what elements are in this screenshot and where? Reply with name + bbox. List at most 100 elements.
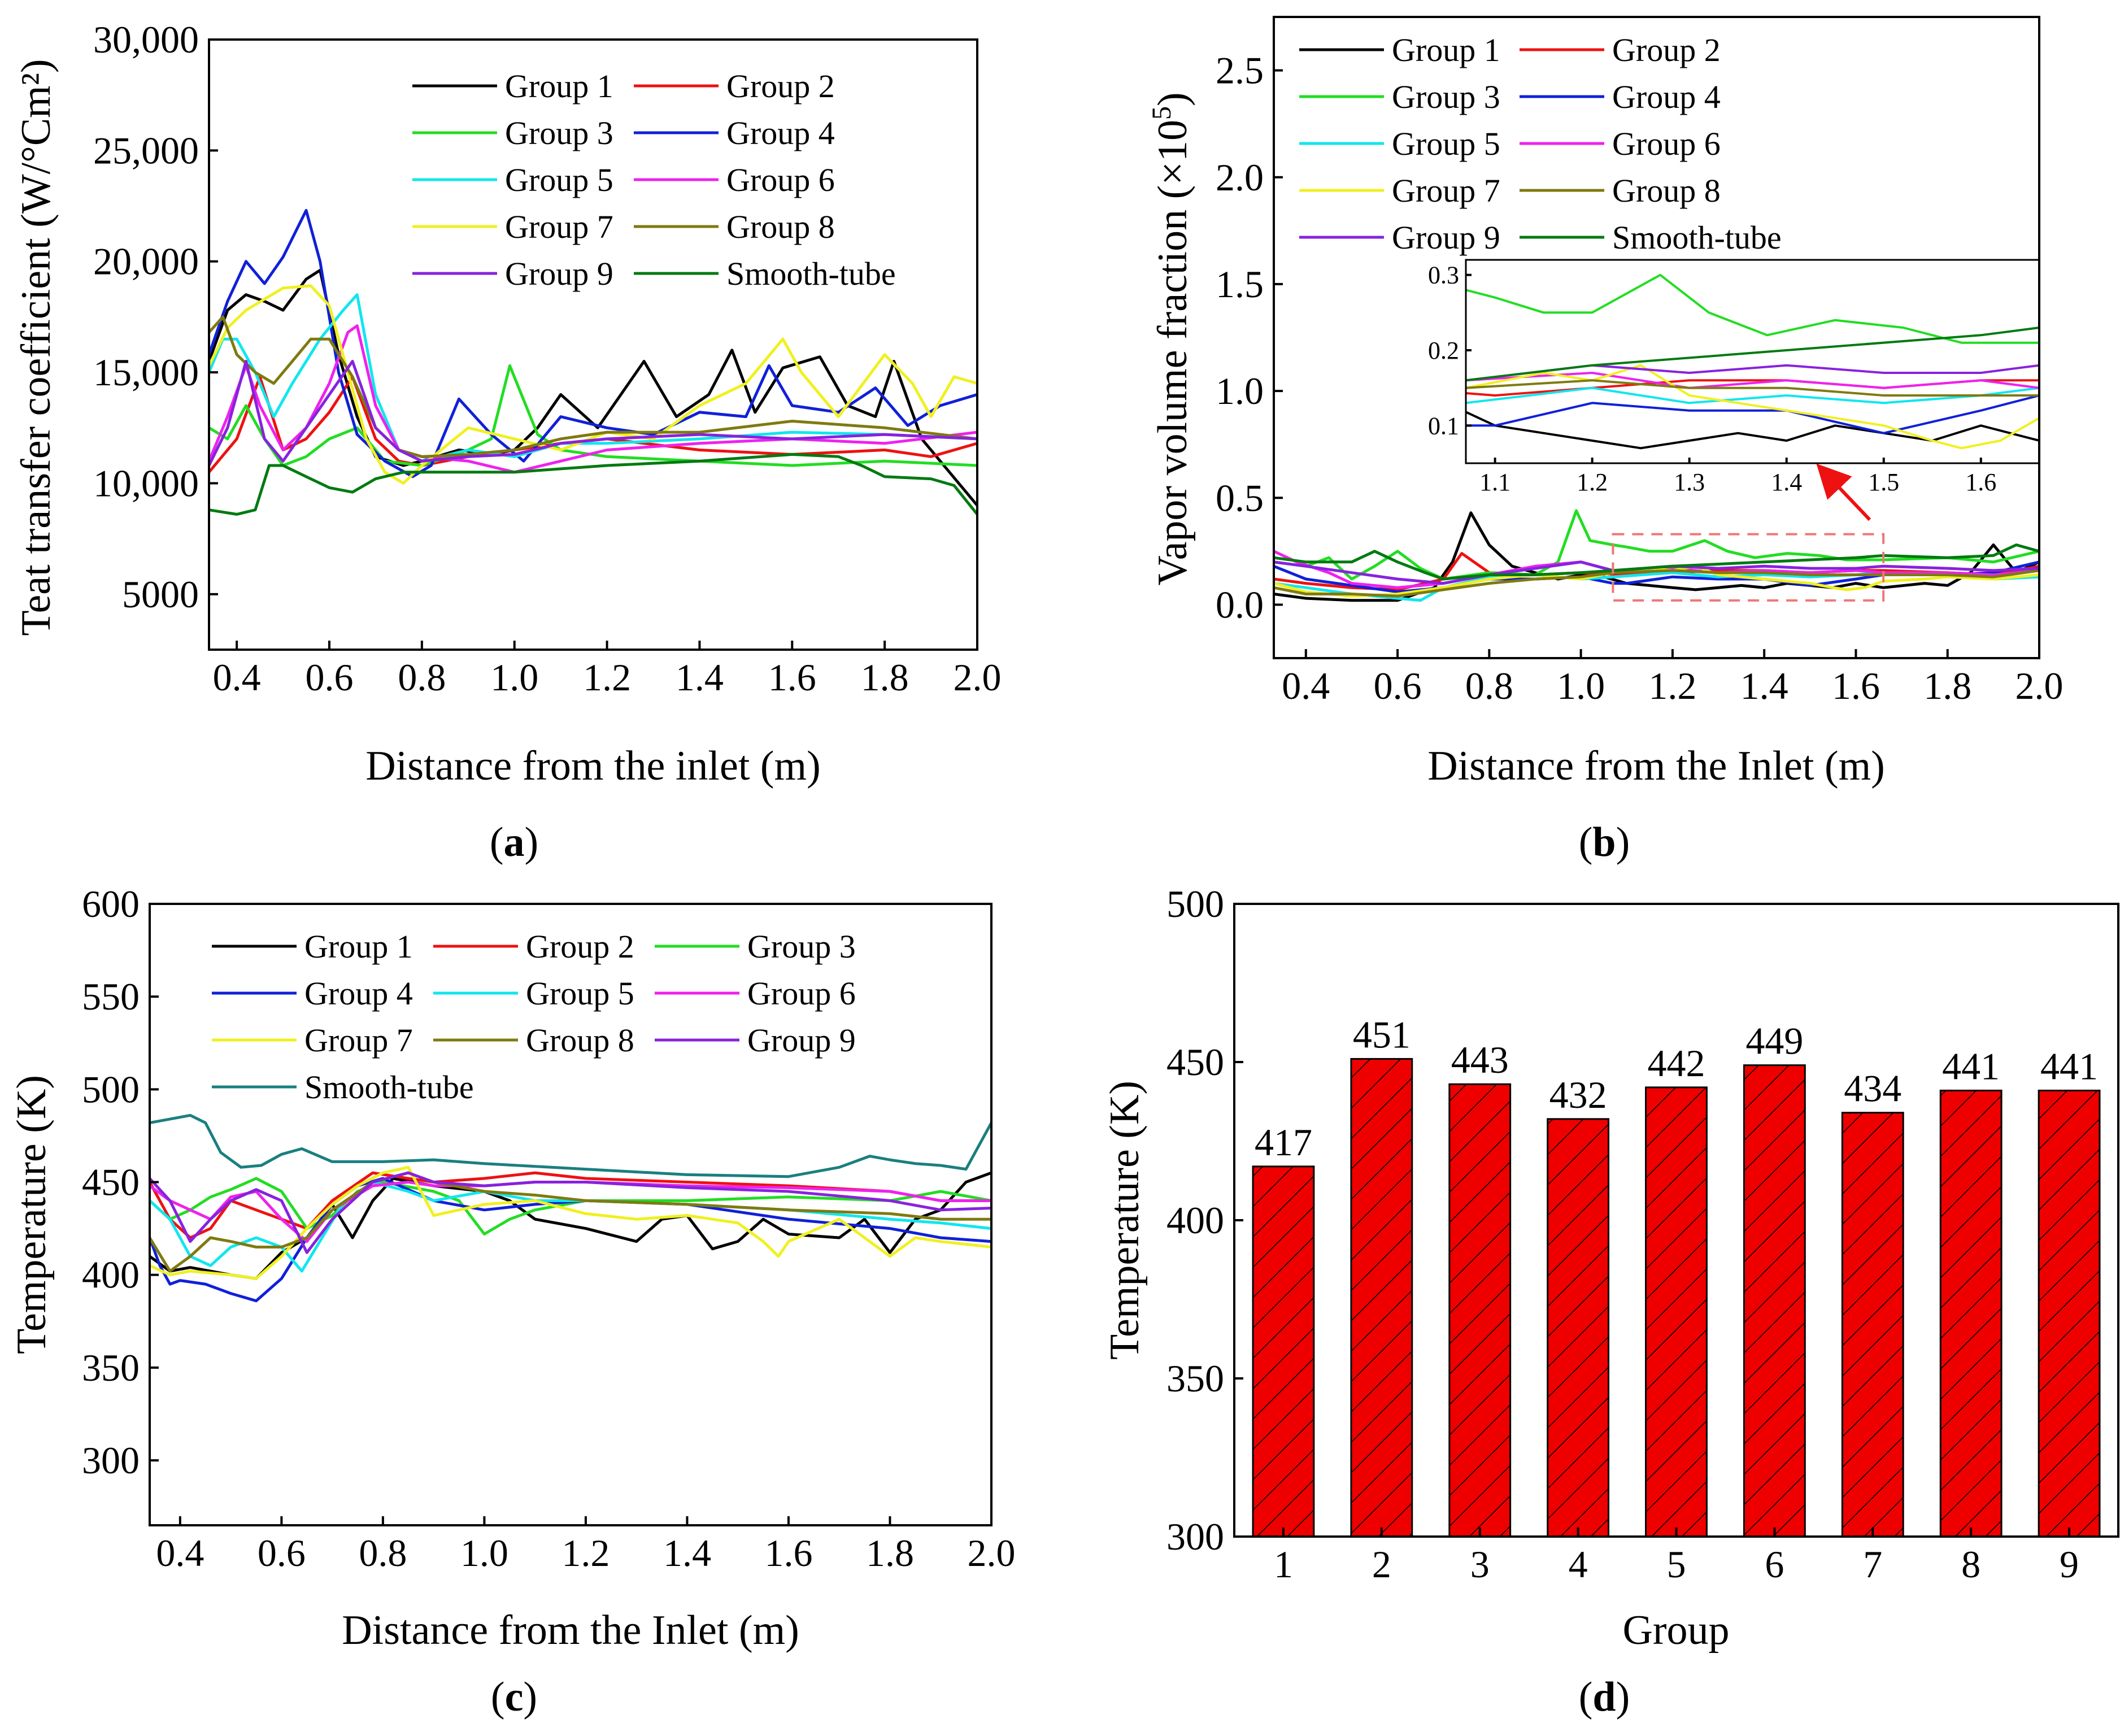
- x-tick-label: 1.6: [1832, 664, 1880, 707]
- legend-label-smooth-tube: Smooth-tube: [726, 255, 896, 292]
- x-tick-label: 1: [1274, 1543, 1293, 1586]
- bar-group-2: [1350, 1058, 1413, 1538]
- x-tick-label: 1.8: [861, 656, 909, 699]
- chart-b-xlabel: Distance from the Inlet (m): [1427, 743, 1885, 789]
- bar-group-7: [1841, 1112, 1904, 1538]
- inset-x-tick-label: 1.3: [1674, 468, 1705, 496]
- y-tick-label: 15,000: [93, 351, 199, 394]
- x-tick-label: 0.6: [258, 1531, 306, 1574]
- legend-label-group-9: Group 9: [1392, 219, 1500, 256]
- panel-label-a: (a): [490, 819, 538, 865]
- chart-b-ticks: 0.4 0.6 0.8 1.0 1.2 1.4 1.6 1.8 2.0 0.0 0.5 1.0 1.5 2…: [1216, 49, 2064, 707]
- x-tick-label: 1.2: [1648, 664, 1696, 707]
- chart-a-ylabel: Teat transfer coefficient (W/°Cm²): [13, 59, 59, 636]
- bar-group-3: [1448, 1083, 1512, 1538]
- x-tick-label: 7: [1863, 1543, 1882, 1586]
- x-tick-label: 0.4: [156, 1531, 204, 1574]
- x-tick-label: 1.6: [768, 656, 816, 699]
- x-tick-label: 5: [1667, 1543, 1686, 1586]
- x-tick-label: 0.6: [306, 656, 354, 699]
- y-tick-label: 30,000: [93, 18, 199, 61]
- series-line-group-9: [150, 1171, 991, 1254]
- bar-value-label: 442: [1648, 1042, 1705, 1085]
- inset-x-tick-label: 1.4: [1771, 468, 1802, 496]
- legend-label-group-6: Group 6: [726, 162, 835, 198]
- inset-x-tick-label: 1.2: [1577, 468, 1608, 496]
- chart-b-ylabel: Vapor volume fraction (×105): [1147, 92, 1196, 585]
- y-tick-label: 1.5: [1216, 263, 1264, 306]
- chart-b-inset-series: [1466, 273, 2039, 450]
- legend-label-group-7: Group 7: [304, 1022, 413, 1059]
- x-tick-label: 2.0: [968, 1531, 1016, 1574]
- series-line-smooth-tube: [150, 1113, 991, 1178]
- x-tick-label: 0.8: [398, 656, 446, 699]
- legend-label-smooth-tube: Smooth-tube: [304, 1069, 474, 1106]
- bar-group-4: [1547, 1118, 1610, 1538]
- x-tick-label: 0.4: [213, 656, 261, 699]
- x-tick-label: 0.6: [1374, 664, 1422, 707]
- x-tick-label: 1.8: [866, 1531, 914, 1574]
- x-tick-label: 2.0: [954, 656, 1002, 699]
- x-tick-label: 0.8: [359, 1531, 407, 1574]
- bar-value-label: 449: [1745, 1020, 1803, 1063]
- x-tick-label: 8: [1961, 1543, 1980, 1586]
- y-tick-label: 2.5: [1216, 49, 1264, 92]
- y-tick-label: 400: [1166, 1199, 1224, 1242]
- y-tick-label: 5000: [122, 573, 199, 616]
- chart-a-ticks: 0.4 0.6 0.8 1.0 1.2 1.4 1.6 1.8 2.0 5000 10,000 15,…: [93, 18, 1002, 699]
- chart-c-frame: [149, 903, 992, 1526]
- series-line-group-7: [150, 1165, 991, 1280]
- legend-label-group-9: Group 9: [747, 1022, 856, 1059]
- bar-value-label: 432: [1549, 1073, 1607, 1116]
- chart-b-frame: [1273, 16, 2040, 659]
- chart-b-inset-frame: [1465, 259, 2040, 464]
- chart-a-xlabel: Distance from the inlet (m): [365, 743, 821, 789]
- series-line-group-6: [209, 324, 977, 474]
- x-tick-label: 9: [2060, 1543, 2079, 1586]
- legend-label-group-3: Group 3: [1392, 79, 1500, 115]
- legend-label-group-6: Group 6: [747, 975, 856, 1012]
- series-line-group-3: [150, 1177, 991, 1235]
- x-tick-label: 1.2: [561, 1531, 610, 1574]
- series-line-group-2: [1466, 379, 2039, 397]
- legend-label-group-1: Group 1: [505, 68, 613, 105]
- x-tick-label: 1.2: [583, 656, 631, 699]
- x-tick-label: 6: [1765, 1543, 1784, 1586]
- chart-d-ticks: 1 2 3 4 5 6 7 8 9 300 350 400 450 500: [1166, 882, 2079, 1586]
- chart-a-legend: Group 1 Group 2 Group 3 Group 4 Group 5 Group…: [412, 68, 896, 292]
- panel-label-b: (b): [1579, 819, 1630, 865]
- y-tick-label: 10,000: [93, 462, 199, 504]
- bar-value-label: 441: [2040, 1045, 2098, 1087]
- y-tick-label: 1.0: [1216, 369, 1264, 412]
- chart-c: Group 1 Group 2 Group 3 Group 4 Group 5 Group…: [8, 882, 1016, 1654]
- y-tick-label: 2.0: [1216, 156, 1264, 199]
- inset-x-tick-label: 1.6: [1965, 468, 1996, 496]
- legend-label-group-7: Group 7: [505, 208, 613, 245]
- x-tick-label: 3: [1470, 1543, 1490, 1586]
- x-tick-label: 2.0: [2015, 664, 2064, 707]
- series-line-group-9: [209, 360, 977, 467]
- legend-label-group-8: Group 8: [726, 208, 835, 245]
- legend-label-group-3: Group 3: [747, 928, 856, 965]
- y-tick-label: 0.5: [1216, 476, 1264, 519]
- x-tick-label: 0.8: [1465, 664, 1513, 707]
- series-line-group-8: [1466, 379, 2039, 397]
- legend-label-group-2: Group 2: [726, 68, 835, 105]
- legend-label-group-8: Group 8: [526, 1022, 634, 1059]
- chart-b-inset: 1.1 1.2 1.3 1.4 1.5 1.6 0.1 0.2 0.3: [1428, 259, 2040, 496]
- legend-label-group-5: Group 5: [526, 975, 634, 1012]
- legend-label-group-3: Group 3: [505, 115, 613, 151]
- y-tick-label: 350: [1166, 1357, 1224, 1400]
- y-tick-label: 500: [1166, 882, 1224, 925]
- x-tick-label: 1.0: [490, 656, 538, 699]
- y-tick-label: 550: [82, 975, 140, 1018]
- bar-value-label: 441: [1942, 1045, 2000, 1087]
- x-tick-label: 4: [1569, 1543, 1588, 1586]
- series-line-group-1: [209, 268, 977, 507]
- chart-a: Group 1 Group 2 Group 3 Group 4 Group 5 Group…: [13, 18, 1002, 789]
- y-tick-label: 25,000: [93, 129, 199, 172]
- chart-a-series: [209, 208, 977, 516]
- bar-value-label: 443: [1451, 1038, 1509, 1081]
- legend-label-group-6: Group 6: [1612, 125, 1721, 162]
- y-tick-label: 350: [82, 1346, 140, 1389]
